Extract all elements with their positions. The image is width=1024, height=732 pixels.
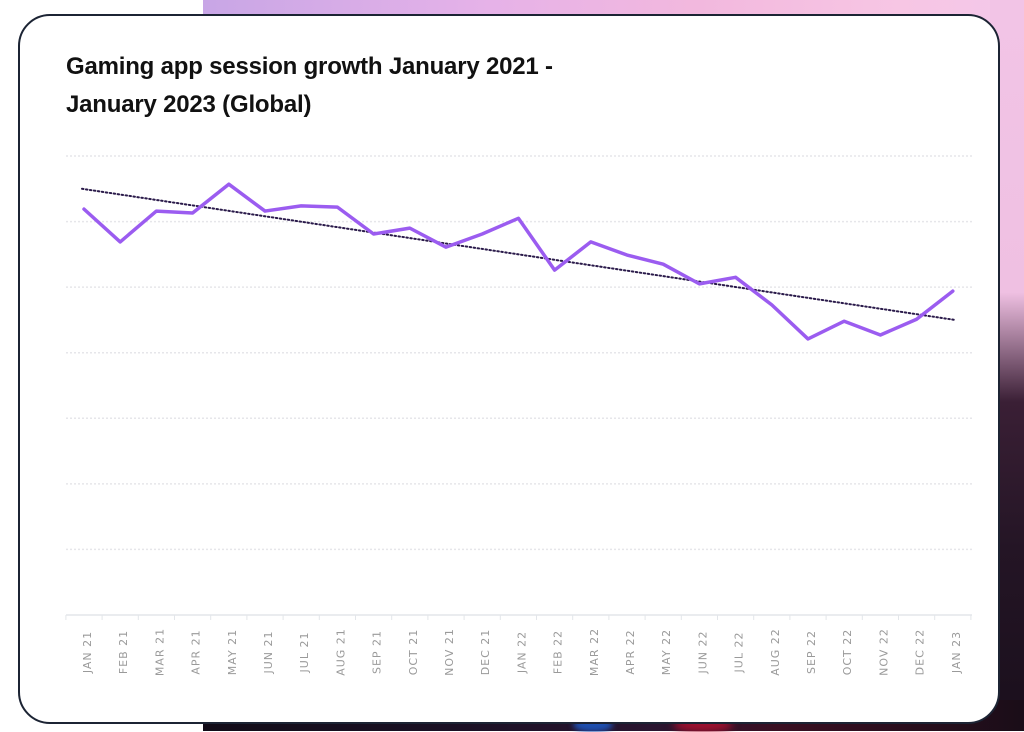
trend-line bbox=[82, 189, 955, 320]
x-axis bbox=[66, 615, 972, 620]
gridlines bbox=[66, 156, 972, 549]
x-tick-label: NOV 22 bbox=[877, 628, 890, 676]
x-tick-label: NOV 21 bbox=[443, 628, 456, 676]
x-tick-label: MAY 22 bbox=[660, 629, 673, 675]
x-tick-label: OCT 21 bbox=[407, 629, 420, 676]
x-axis-labels: JAN 21 FEB 21 MAR 21 APR 21 MAY 21 JUN 21 JUL … bbox=[81, 628, 963, 676]
x-tick-label: DEC 21 bbox=[479, 629, 492, 676]
x-tick-label: FEB 21 bbox=[117, 630, 130, 674]
x-tick-label: JUL 21 bbox=[298, 632, 311, 674]
x-tick-label: JAN 23 bbox=[950, 631, 963, 674]
x-tick-label: JUN 22 bbox=[696, 630, 709, 674]
x-tick-label: DEC 22 bbox=[914, 629, 927, 676]
x-tick-label: MAR 22 bbox=[588, 628, 601, 676]
x-tick-label: JUL 22 bbox=[733, 632, 746, 674]
x-tick-label: FEB 22 bbox=[552, 630, 565, 674]
x-tick-label: JAN 22 bbox=[515, 631, 528, 674]
x-tick-label: MAY 21 bbox=[226, 629, 239, 675]
x-tick-label: SEP 22 bbox=[805, 630, 818, 674]
x-tick-label: APR 22 bbox=[624, 629, 637, 674]
x-tick-label: SEP 21 bbox=[371, 630, 384, 674]
x-tick-label: AUG 21 bbox=[334, 628, 347, 676]
x-tick-label: JAN 21 bbox=[81, 631, 94, 674]
x-tick-label: MAR 21 bbox=[153, 628, 166, 676]
x-tick-label: APR 21 bbox=[190, 629, 203, 674]
x-tick-label: JUN 21 bbox=[262, 630, 275, 674]
series-group bbox=[84, 184, 953, 339]
x-tick-label: AUG 22 bbox=[769, 628, 782, 676]
series-line bbox=[84, 184, 953, 339]
trend-line-group bbox=[82, 189, 955, 320]
x-tick-label: OCT 22 bbox=[841, 629, 854, 676]
